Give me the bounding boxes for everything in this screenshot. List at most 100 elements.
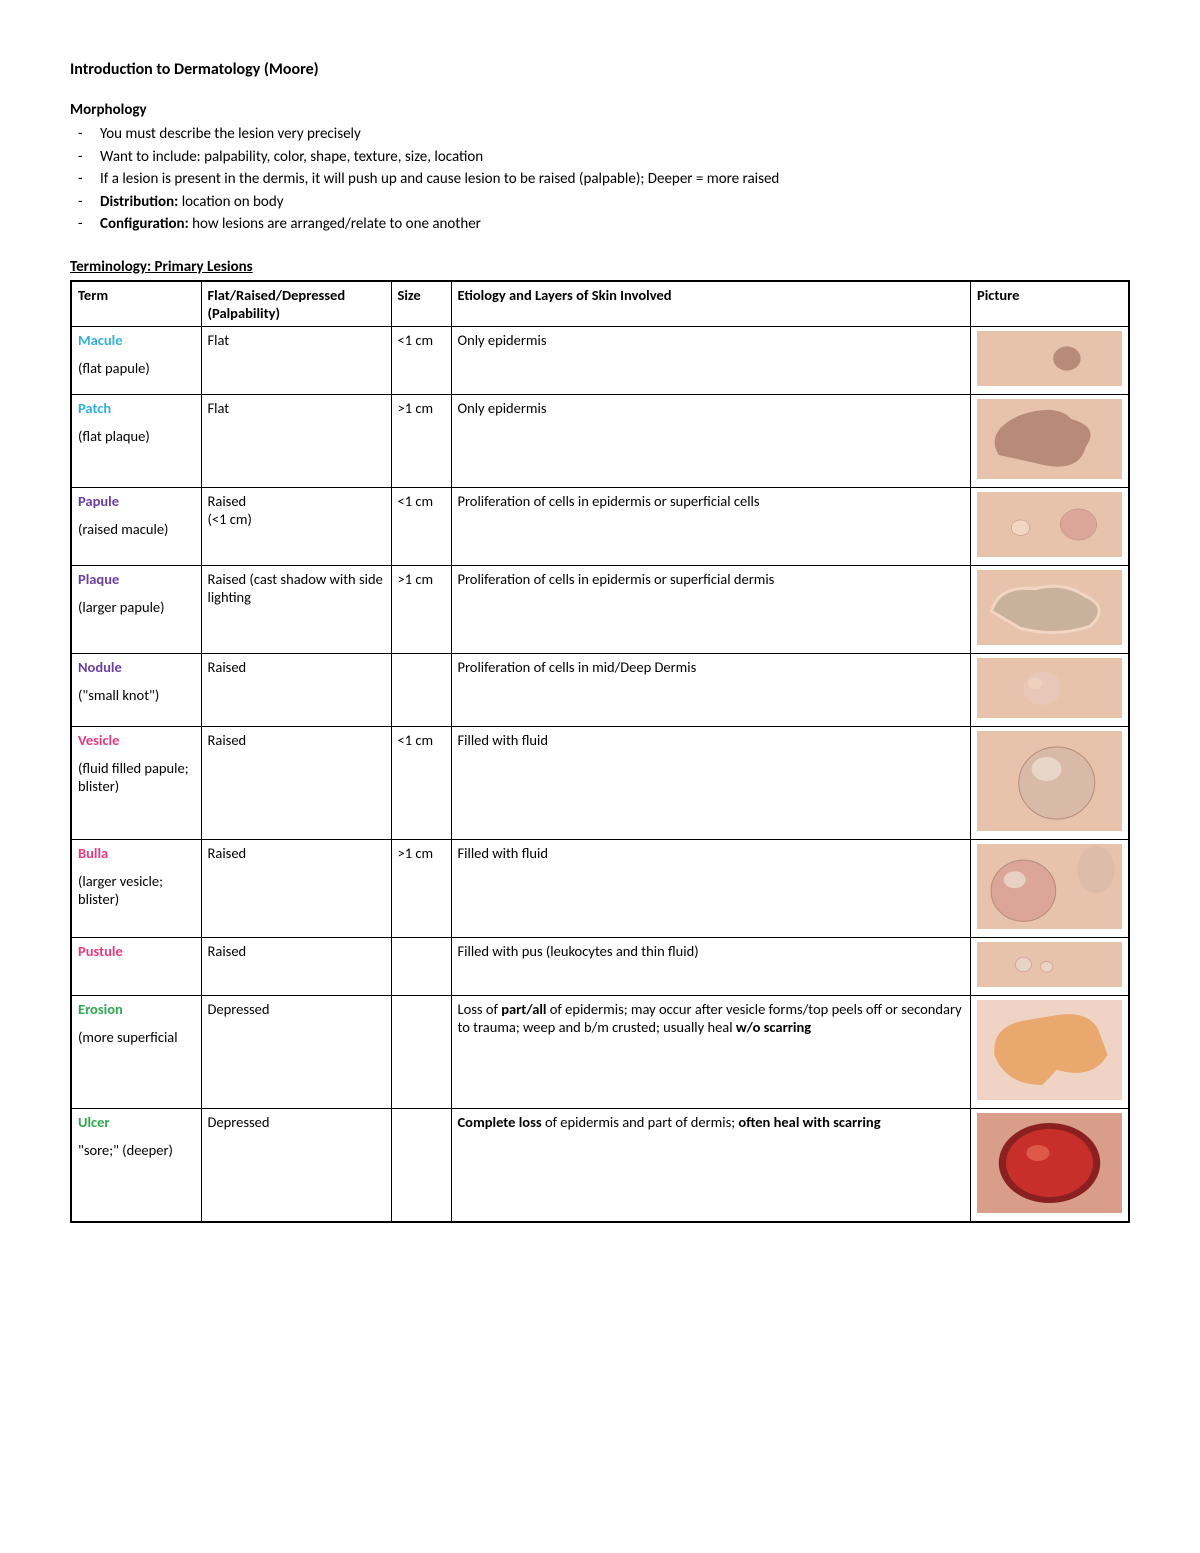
table-row: Plaque (larger papule) Raised (cast shadow…	[71, 565, 1129, 653]
table-row: Patch (flat plaque) Flat>1 cmOnly epidermi…	[71, 394, 1129, 487]
morphology-bullet: If a lesion is present in the dermis, it…	[70, 168, 1130, 191]
term-name: Vesicle	[78, 731, 119, 749]
cell-picture	[971, 995, 1130, 1108]
table-heading: Terminology: Primary Lesions	[70, 258, 1130, 276]
cell-size: >1 cm	[391, 839, 451, 937]
cell-size: <1 cm	[391, 726, 451, 839]
table-row: Ulcer "sore;" (deeper) Depressed Complete l…	[71, 1108, 1129, 1222]
cell-etiology: Filled with pus (leukocytes and thin flu…	[451, 937, 971, 995]
cell-palpability: Raised	[201, 839, 391, 937]
col-term: Term	[71, 281, 201, 327]
cell-palpability: Flat	[201, 326, 391, 394]
cell-picture	[971, 565, 1130, 653]
morphology-bullet: Want to include: palpability, color, sha…	[70, 146, 1130, 169]
cell-etiology: Complete loss of epidermis and part of d…	[451, 1108, 971, 1222]
cell-term: Bulla (larger vesicle; blister)	[71, 839, 201, 937]
term-name: Patch	[78, 399, 111, 417]
term-name: Erosion	[78, 1000, 123, 1018]
table-row: Bulla (larger vesicle; blister)Raised>1 c…	[71, 839, 1129, 937]
lesion-swatch	[977, 331, 1122, 390]
term-name: Papule	[78, 492, 119, 510]
cell-picture	[971, 839, 1130, 937]
table-row: Vesicle (fluid filled papule; blister)Rai…	[71, 726, 1129, 839]
cell-size: >1 cm	[391, 394, 451, 487]
lesion-swatch	[977, 658, 1122, 722]
term-subtitle: "sore;" (deeper)	[78, 1141, 195, 1159]
term-subtitle: (larger papule)	[78, 598, 195, 616]
cell-term: Ulcer "sore;" (deeper)	[71, 1108, 201, 1222]
term-subtitle: ("small knot")	[78, 686, 195, 704]
cell-size: >1 cm	[391, 565, 451, 653]
table-row: PustuleRaisedFilled with pus (leukocytes…	[71, 937, 1129, 995]
morphology-list: You must describe the lesion very precis…	[70, 123, 1130, 236]
term-name: Bulla	[78, 844, 108, 862]
cell-etiology: Only epidermis	[451, 394, 971, 487]
col-etio: Etiology and Layers of Skin Involved	[451, 281, 971, 327]
morphology-bullet: Distribution: location on body	[70, 191, 1130, 214]
cell-term: Macule (flat papule)	[71, 326, 201, 394]
term-subtitle: (flat plaque)	[78, 427, 195, 445]
morphology-bullet: Configuration: how lesions are arranged/…	[70, 213, 1130, 236]
cell-size: <1 cm	[391, 326, 451, 394]
cell-term: Nodule ("small knot")	[71, 653, 201, 726]
cell-palpability: Raised	[201, 726, 391, 839]
cell-size	[391, 995, 451, 1108]
page-title: Introduction to Dermatology (Moore)	[70, 60, 1130, 79]
cell-palpability: Depressed	[201, 1108, 391, 1222]
lesion-swatch	[977, 1113, 1122, 1217]
term-name: Ulcer	[78, 1113, 110, 1131]
lesion-swatch	[977, 399, 1122, 483]
table-row: Macule (flat papule) Flat<1 cmOnly epiderm…	[71, 326, 1129, 394]
term-subtitle: (fluid filled papule; blister)	[78, 759, 195, 795]
term-name: Nodule	[78, 658, 122, 676]
lesion-swatch	[977, 570, 1122, 649]
morphology-heading: Morphology	[70, 101, 1130, 119]
lesion-swatch	[977, 844, 1122, 933]
cell-picture	[971, 326, 1130, 394]
table-row: Nodule ("small knot") Raised Proliferation …	[71, 653, 1129, 726]
cell-term: Papule (raised macule)	[71, 487, 201, 565]
cell-etiology: Filled with fluid	[451, 839, 971, 937]
cell-etiology: Proliferation of cells in epidermis or s…	[451, 487, 971, 565]
cell-term: Pustule	[71, 937, 201, 995]
lesions-table: Term Flat/Raised/Depressed (Palpability)…	[70, 280, 1130, 1223]
morphology-bullet: You must describe the lesion very precis…	[70, 123, 1130, 146]
col-pic: Picture	[971, 281, 1130, 327]
cell-size	[391, 653, 451, 726]
cell-size	[391, 1108, 451, 1222]
lesion-swatch	[977, 492, 1122, 561]
table-row: Erosion(more superficialDepressedLoss of…	[71, 995, 1129, 1108]
cell-term: Vesicle (fluid filled papule; blister)	[71, 726, 201, 839]
cell-palpability: Raised	[201, 653, 391, 726]
term-subtitle: (raised macule)	[78, 520, 195, 538]
cell-etiology: Proliferation of cells in mid/Deep Dermi…	[451, 653, 971, 726]
cell-size: <1 cm	[391, 487, 451, 565]
cell-picture	[971, 726, 1130, 839]
cell-palpability: Flat	[201, 394, 391, 487]
cell-etiology: Loss of part/all of epidermis; may occur…	[451, 995, 971, 1108]
table-header-row: Term Flat/Raised/Depressed (Palpability)…	[71, 281, 1129, 327]
term-name: Macule	[78, 331, 123, 349]
cell-palpability: Raised (<1 cm)	[201, 487, 391, 565]
lesion-swatch	[977, 942, 1122, 991]
cell-picture	[971, 1108, 1130, 1222]
cell-etiology: Proliferation of cells in epidermis or s…	[451, 565, 971, 653]
cell-term: Plaque (larger papule)	[71, 565, 201, 653]
table-row: Papule (raised macule) Raised (<1 cm)<1 cm…	[71, 487, 1129, 565]
cell-etiology: Only epidermis	[451, 326, 971, 394]
col-size: Size	[391, 281, 451, 327]
cell-picture	[971, 937, 1130, 995]
term-name: Plaque	[78, 570, 119, 588]
cell-picture	[971, 394, 1130, 487]
lesion-swatch	[977, 731, 1122, 835]
term-name: Pustule	[78, 942, 123, 960]
col-palp: Flat/Raised/Depressed (Palpability)	[201, 281, 391, 327]
cell-size	[391, 937, 451, 995]
cell-term: Patch (flat plaque)	[71, 394, 201, 487]
cell-palpability: Depressed	[201, 995, 391, 1108]
cell-palpability: Raised (cast shadow with side lighting	[201, 565, 391, 653]
lesion-swatch	[977, 1000, 1122, 1104]
term-subtitle: (flat papule)	[78, 359, 195, 377]
cell-picture	[971, 487, 1130, 565]
term-subtitle: (larger vesicle; blister)	[78, 872, 195, 908]
